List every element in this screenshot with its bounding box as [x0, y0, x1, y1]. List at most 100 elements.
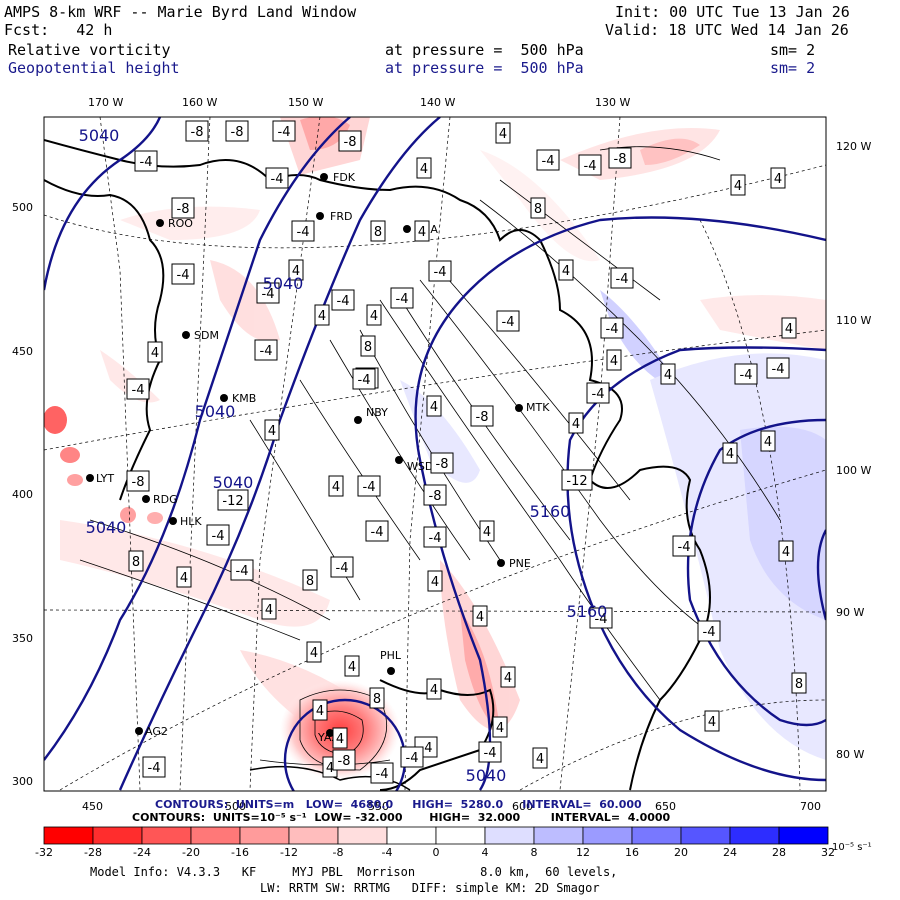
bottom-x-label: 600: [512, 800, 533, 813]
vorticity-value-label: 4: [344, 655, 360, 677]
colorbar-swatch: [141, 826, 192, 845]
vorticity-value-label: -4: [610, 267, 634, 289]
vorticity-value-label: -8: [171, 197, 195, 219]
vorticity-value-label: 4: [778, 540, 794, 562]
left-y-label: 500: [12, 201, 33, 214]
colorbar-unit: 10⁻⁵ s⁻¹: [832, 842, 872, 853]
colorbar-swatch: [533, 826, 584, 845]
svg-text:-4: -4: [212, 529, 225, 544]
station-dot: [354, 416, 362, 424]
height-value-label: 5040: [195, 402, 236, 421]
vorticity-value-label: -4: [496, 310, 520, 332]
vorticity-value-label: -4: [171, 263, 195, 285]
vorticity-value-label: -4: [365, 520, 389, 542]
svg-text:-4: -4: [376, 767, 389, 782]
vorticity-value-label: -4: [352, 368, 376, 390]
svg-text:-8: -8: [429, 489, 442, 504]
map-title: AMPS 8-km WRF -- Marie Byrd Land Window: [4, 3, 357, 21]
svg-text:4: 4: [476, 610, 484, 625]
station-label: PHL: [380, 649, 402, 662]
vorticity-value-label: -8: [126, 470, 150, 492]
bottom-x-label: 450: [82, 800, 103, 813]
svg-text:-4: -4: [236, 564, 249, 579]
station-dot: [156, 219, 164, 227]
vorticity-value-label: 8: [369, 687, 385, 709]
svg-text:4: 4: [268, 424, 276, 439]
station-label: KMB: [232, 392, 256, 405]
svg-text:4: 4: [326, 761, 334, 776]
station-dot: [320, 173, 328, 181]
vorticity-value-label: -4: [330, 556, 354, 578]
bottom-x-label: 500: [225, 800, 246, 813]
vorticity-value-label: -4: [331, 289, 355, 311]
colorbar-swatch: [631, 826, 682, 845]
colorbar-tick-label: 0: [432, 846, 440, 859]
svg-text:4: 4: [734, 179, 742, 194]
vorticity-value-label: 8: [530, 197, 546, 219]
colorbar-swatch: [680, 826, 731, 845]
vorticity-value-label: -8: [430, 452, 454, 474]
svg-text:4: 4: [499, 127, 507, 142]
height-labels: 5040 5040 5040 5040 5040 5160 5160 5040: [79, 126, 608, 785]
physics-info: LW: RRTM SW: RRTMG DIFF: simple KM: 2D S…: [260, 881, 600, 895]
vorticity-value-label: -4: [734, 363, 758, 385]
svg-text:8: 8: [795, 677, 803, 692]
vorticity-value-label: 4: [479, 520, 495, 542]
height-value-label: 5160: [530, 502, 571, 521]
svg-text:4: 4: [664, 368, 672, 383]
svg-text:8: 8: [306, 574, 314, 589]
colorbar: [43, 826, 829, 845]
vorticity-value-label: -4: [478, 741, 502, 763]
svg-text:4: 4: [430, 400, 438, 415]
field2-level: at pressure = 500 hPa: [385, 59, 584, 77]
vorticity-value-label: 4: [414, 220, 430, 242]
vorticity-value-label: -4: [291, 220, 315, 242]
station-dot: [515, 404, 523, 412]
station-label: FDK: [333, 171, 356, 184]
bottom-x-label: 550: [368, 800, 389, 813]
station-dot: [326, 729, 334, 737]
vorticity-value-label: 4: [261, 598, 277, 620]
svg-text:4: 4: [265, 603, 273, 618]
vorticity-value-label: -4: [428, 260, 452, 282]
station-label: LYT: [96, 472, 114, 485]
station-dot: [169, 517, 177, 525]
vorticity-value-label: -4: [578, 154, 602, 176]
svg-text:-4: -4: [542, 154, 555, 169]
vorticity-value-label: -8: [423, 484, 447, 506]
station-label: MTK: [526, 401, 550, 414]
svg-text:4: 4: [180, 571, 188, 586]
colorbar-swatch: [386, 826, 437, 845]
vorticity-value-label: -4: [206, 524, 230, 546]
svg-text:-4: -4: [260, 344, 273, 359]
vorticity-value-label: -4: [126, 378, 150, 400]
vorticity-value-label: 4: [416, 157, 432, 179]
vorticity-value-label: 4: [606, 349, 622, 371]
vorticity-value-label: -12: [217, 489, 249, 511]
svg-text:-4: -4: [148, 761, 161, 776]
station-label: PNE: [509, 557, 531, 570]
svg-text:-4: -4: [484, 746, 497, 761]
svg-text:4: 4: [764, 435, 772, 450]
colorbar-swatch: [729, 826, 780, 845]
svg-text:8: 8: [132, 555, 140, 570]
station-label: WSD: [407, 460, 433, 473]
station-dot: [135, 727, 143, 735]
colorbar-tick-label: -32: [35, 846, 53, 859]
vorticity-value-label: -12: [561, 469, 593, 491]
svg-text:4: 4: [483, 525, 491, 540]
vorticity-value-label: 4: [306, 641, 322, 663]
svg-text:4: 4: [348, 660, 356, 675]
svg-text:4: 4: [774, 172, 782, 187]
vorticity-value-label: -4: [697, 620, 721, 642]
height-value-label: 5040: [466, 766, 507, 785]
vorticity-value-label: -8: [332, 749, 356, 771]
svg-text:4: 4: [370, 309, 378, 324]
vorticity-value-label: 4: [176, 566, 192, 588]
svg-text:-4: -4: [616, 272, 629, 287]
right-lon-label: 110 W: [836, 314, 872, 327]
forecast-hour: Fcst: 42 h: [4, 21, 113, 39]
svg-text:-4: -4: [177, 268, 190, 283]
colorbar-tick-label: -12: [280, 846, 298, 859]
vorticity-value-label: -4: [134, 150, 158, 172]
